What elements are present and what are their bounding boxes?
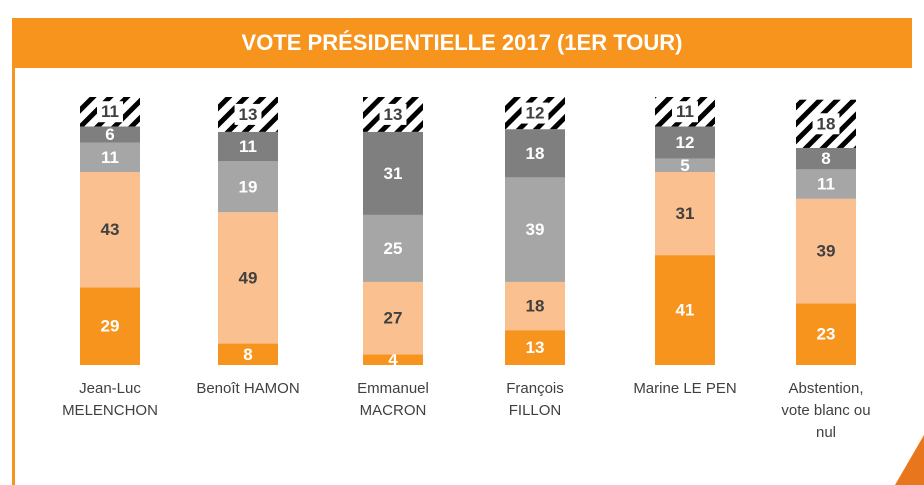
frame-line xyxy=(12,18,15,485)
bar-segment xyxy=(218,161,278,213)
data-label: 5 xyxy=(680,156,689,175)
data-label: 12 xyxy=(526,104,545,123)
data-label: 12 xyxy=(676,133,695,152)
data-label: 23 xyxy=(817,325,836,344)
data-label: 25 xyxy=(384,239,403,258)
bar-segment xyxy=(80,142,140,173)
x-tick-label: Marine LE PEN xyxy=(633,380,737,397)
corner-decoration xyxy=(895,435,924,485)
bar-segment xyxy=(655,126,715,159)
label-background xyxy=(812,113,840,135)
bar-segment xyxy=(655,158,715,173)
data-label: 39 xyxy=(526,220,545,239)
bar-segment xyxy=(80,287,140,365)
bar-segment xyxy=(80,172,140,288)
label-background xyxy=(379,103,407,125)
label-background xyxy=(234,103,262,125)
data-label: 18 xyxy=(526,297,545,316)
data-label: 13 xyxy=(239,105,258,124)
x-tick-label: Emmanuel MACRON xyxy=(357,380,429,419)
data-label: 27 xyxy=(384,309,403,328)
x-tick-label: Abstention, vote blanc ou nul xyxy=(781,380,871,441)
x-tick-label: François FILLON xyxy=(506,380,564,419)
data-label: 31 xyxy=(676,204,695,223)
data-label: 43 xyxy=(101,220,120,239)
title-bar xyxy=(12,18,912,68)
bar-segment xyxy=(363,281,423,355)
data-label: 19 xyxy=(239,177,258,196)
data-label: 11 xyxy=(676,102,694,121)
data-label: 11 xyxy=(239,137,257,156)
data-label: 8 xyxy=(243,345,252,364)
data-label: 11 xyxy=(101,102,119,121)
bar-segment xyxy=(796,169,856,199)
label-background xyxy=(521,102,549,124)
data-label: 41 xyxy=(676,301,695,320)
bar-segment xyxy=(505,129,565,178)
bar-segment xyxy=(655,172,715,256)
bar-segment xyxy=(505,177,565,282)
data-label: 29 xyxy=(101,317,120,336)
data-label: 39 xyxy=(817,242,836,261)
data-label: 18 xyxy=(817,114,836,133)
bar-segment xyxy=(796,147,856,170)
bar-segment xyxy=(796,303,856,365)
data-label: 18 xyxy=(526,144,545,163)
data-label: 49 xyxy=(239,268,258,287)
label-background xyxy=(97,101,123,123)
data-label: 11 xyxy=(101,148,119,167)
bar-segment xyxy=(363,131,423,215)
x-tick-label: Jean-Luc MELENCHON xyxy=(62,380,158,419)
label-background xyxy=(672,101,698,123)
bar-segment xyxy=(80,126,140,143)
chart-title: VOTE PRÉSIDENTIELLE 2017 (1ER TOUR) xyxy=(242,30,683,55)
data-label: 8 xyxy=(821,149,830,168)
bar-segment xyxy=(505,281,565,331)
data-label: 31 xyxy=(384,164,403,183)
bar-segment xyxy=(218,212,278,344)
data-label: 4 xyxy=(388,350,398,369)
data-label: 13 xyxy=(384,105,403,124)
bar-segment xyxy=(218,131,278,162)
data-label: 6 xyxy=(105,125,114,144)
bar-segment xyxy=(363,354,423,365)
data-label: 13 xyxy=(526,338,545,357)
x-tick-label: Benoît HAMON xyxy=(196,380,300,397)
data-label: 11 xyxy=(817,175,835,194)
bar-segment xyxy=(796,198,856,304)
bar-segment xyxy=(363,214,423,282)
bar-segment xyxy=(218,343,278,365)
bar-segment xyxy=(655,255,715,365)
bar-segment xyxy=(505,330,565,365)
